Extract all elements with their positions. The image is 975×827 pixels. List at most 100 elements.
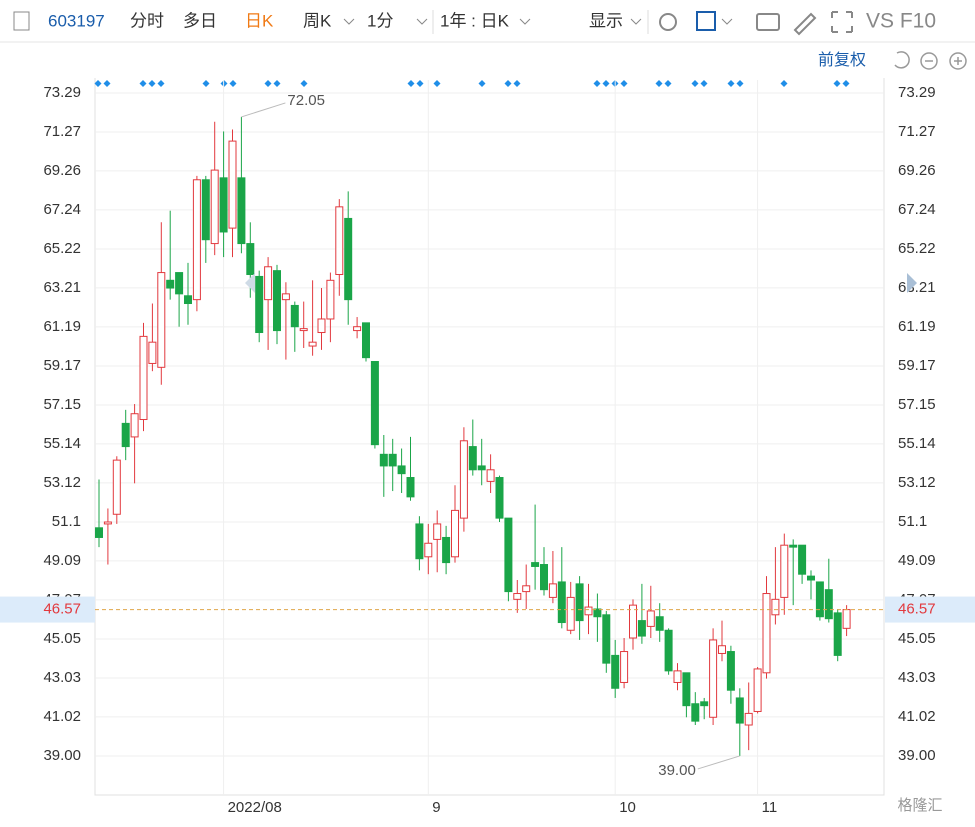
candle-body — [139, 335, 148, 421]
y-tick-label-right: 59.17 — [898, 357, 936, 374]
current-price-box — [0, 596, 95, 623]
max-leader — [241, 102, 286, 118]
y-tick-label: 57.15 — [43, 396, 81, 413]
period-select[interactable]: 1年 : 日K — [440, 11, 510, 30]
x-tick-label: 11 — [762, 799, 778, 816]
candle-body — [184, 295, 192, 305]
y-tick-label-right: 63.21 — [898, 279, 936, 296]
y-tick-label-right: 65.22 — [898, 240, 936, 257]
zoom-in-icon[interactable] — [949, 52, 967, 70]
candle-body — [192, 179, 201, 301]
event-marker — [736, 80, 744, 87]
camera-icon[interactable] — [756, 13, 780, 31]
event-marker — [842, 80, 850, 87]
candle-body — [228, 140, 237, 229]
candle-body — [522, 585, 531, 593]
adjust-menu[interactable]: 前复权 — [818, 51, 866, 69]
tab[interactable]: 周K — [303, 11, 332, 30]
candle-body — [566, 596, 575, 631]
candle-body — [726, 651, 735, 691]
y-tick-label: 43.03 — [43, 669, 81, 686]
candle-body — [335, 206, 344, 276]
candle-body — [95, 527, 103, 538]
candle-body — [557, 581, 566, 624]
x-tick-label: 10 — [619, 799, 636, 816]
candle-body — [477, 465, 486, 471]
candle-body — [744, 712, 753, 726]
current-price-label: 46.57 — [43, 601, 81, 618]
candle-body — [308, 341, 317, 347]
candle-body — [646, 610, 655, 627]
candle-body — [833, 612, 842, 656]
plot-frame — [94, 78, 885, 796]
zoom-out-icon[interactable] — [920, 52, 938, 70]
y-tick-label: 39.00 — [43, 747, 81, 764]
x-tick-label: 2022/08 — [228, 799, 282, 816]
event-marker — [416, 80, 424, 87]
y-tick-label-right: 49.09 — [898, 552, 936, 569]
event-marker — [94, 80, 102, 87]
y-tick-label: 65.22 — [43, 240, 81, 257]
candle-body — [753, 668, 762, 712]
y-tick-label: 59.17 — [43, 357, 81, 374]
display-menu[interactable]: 显示 — [589, 11, 623, 30]
candle-body — [531, 562, 540, 567]
event-marker — [593, 80, 601, 87]
sidebar-icon[interactable] — [13, 11, 30, 31]
candle-body — [807, 575, 815, 581]
event-marker — [264, 80, 272, 87]
y-tick-label: 69.26 — [43, 162, 81, 179]
y-tick-label: 63.21 — [43, 279, 81, 296]
y-tick-label-right: 55.14 — [898, 435, 936, 452]
y-tick-label-right: 41.02 — [898, 708, 936, 725]
candle-body — [789, 544, 798, 548]
current-price-label-right: 46.57 — [898, 601, 936, 618]
settings-icon[interactable] — [659, 13, 677, 31]
min-label: 39.00 — [658, 762, 696, 779]
y-tick-label-right: 45.05 — [898, 630, 936, 647]
candle-body — [406, 477, 415, 498]
candle-body — [433, 523, 442, 540]
candle-body — [273, 270, 281, 332]
candle-body — [175, 272, 184, 295]
candle-body — [219, 177, 228, 233]
candle-body — [451, 509, 459, 558]
candle-body — [166, 279, 175, 289]
y-tick-label-right: 39.00 — [898, 747, 936, 764]
candle-body — [548, 583, 557, 598]
scroll-arrow[interactable] — [907, 273, 917, 293]
candle-body — [157, 272, 166, 368]
candle-body — [486, 469, 495, 482]
candle-body — [513, 593, 522, 600]
draw-icon[interactable] — [793, 12, 817, 36]
candle-body — [700, 701, 709, 707]
event-marker — [655, 80, 663, 87]
candle-body — [424, 542, 433, 558]
color-icon[interactable] — [696, 11, 716, 31]
candle-body — [602, 614, 611, 664]
event-marker — [602, 80, 610, 87]
candle-body — [246, 243, 255, 276]
candle-body — [299, 328, 308, 332]
candle-body — [388, 453, 397, 467]
tab[interactable]: 多日 — [183, 11, 217, 30]
candle-body — [682, 672, 691, 707]
tab[interactable]: 1分 — [367, 11, 393, 30]
y-tick-label-right: 69.26 — [898, 162, 936, 179]
event-marker — [620, 80, 628, 87]
scroll-arrow[interactable] — [245, 273, 255, 293]
undo-icon[interactable] — [894, 51, 910, 69]
y-tick-label: 53.12 — [43, 474, 81, 491]
tab[interactable]: 分时 — [130, 11, 164, 30]
candle-body — [112, 459, 121, 515]
tab-active[interactable]: 日K — [245, 11, 274, 30]
y-tick-label: 61.19 — [43, 318, 81, 335]
event-marker — [478, 80, 486, 87]
candle-body — [370, 361, 379, 446]
fullscreen-icon[interactable] — [831, 11, 853, 33]
compare-button[interactable]: VS F10 — [866, 10, 936, 33]
dropdown-arrow — [519, 18, 531, 25]
max-label: 72.05 — [287, 92, 325, 109]
y-tick-label: 51.1 — [52, 513, 81, 530]
